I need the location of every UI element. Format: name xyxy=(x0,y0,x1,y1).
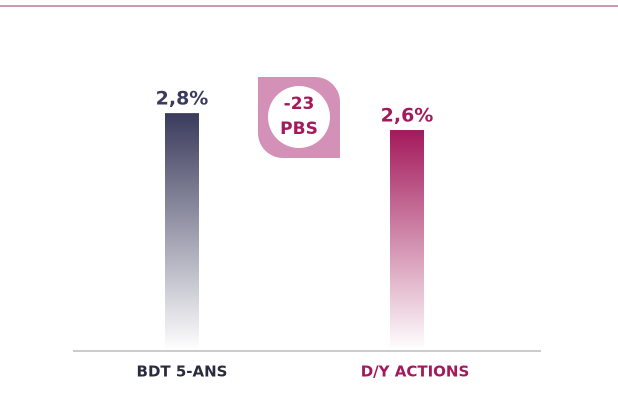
value-label: 2,8% xyxy=(156,88,209,110)
category-label: D/Y ACTIONS xyxy=(361,363,470,381)
badge-value: -23 xyxy=(284,94,315,114)
category-label: BDT 5-ANS xyxy=(137,363,228,381)
bar xyxy=(165,113,199,351)
badge-unit: PBS xyxy=(280,119,318,139)
bar xyxy=(390,130,424,350)
delta-badge: -23 PBS xyxy=(258,77,340,158)
value-label: 2,6% xyxy=(381,105,434,127)
